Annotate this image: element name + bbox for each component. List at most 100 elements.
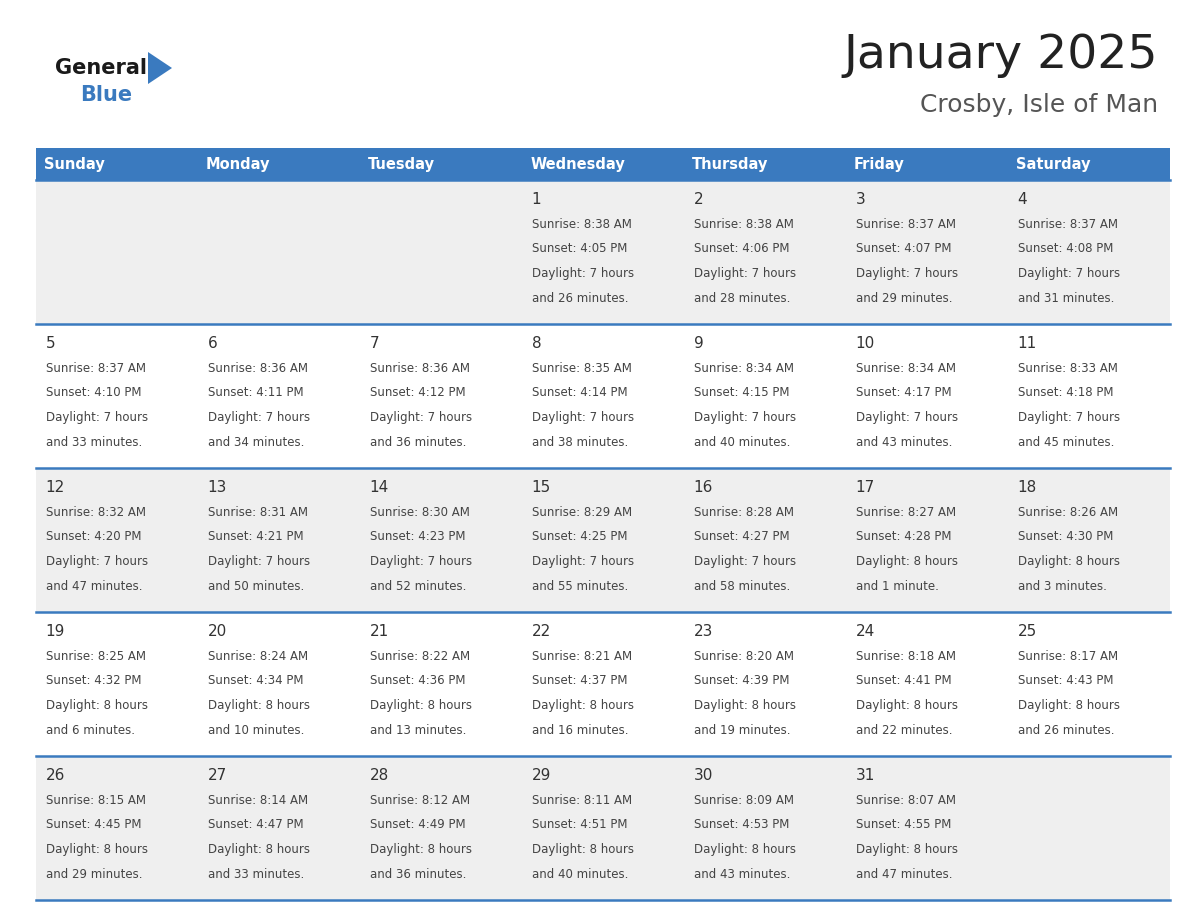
Text: and 43 minutes.: and 43 minutes. [855, 435, 952, 449]
Text: Daylight: 8 hours: Daylight: 8 hours [1018, 555, 1120, 568]
Text: Sunrise: 8:28 AM: Sunrise: 8:28 AM [694, 506, 794, 519]
Text: and 1 minute.: and 1 minute. [855, 579, 939, 592]
Text: Daylight: 8 hours: Daylight: 8 hours [855, 555, 958, 568]
Bar [36, 148, 198, 180]
Text: Sunrise: 8:32 AM: Sunrise: 8:32 AM [45, 506, 146, 519]
Text: Sunrise: 8:18 AM: Sunrise: 8:18 AM [855, 650, 955, 663]
Text: Sunrise: 8:12 AM: Sunrise: 8:12 AM [369, 794, 469, 807]
Text: Sunrise: 8:33 AM: Sunrise: 8:33 AM [1018, 362, 1118, 375]
Text: Daylight: 8 hours: Daylight: 8 hours [208, 843, 310, 856]
Text: and 22 minutes.: and 22 minutes. [855, 723, 953, 736]
Text: Sunrise: 8:20 AM: Sunrise: 8:20 AM [694, 650, 794, 663]
Bar [36, 612, 1170, 756]
Text: Sunset: 4:12 PM: Sunset: 4:12 PM [369, 386, 466, 399]
Text: Monday: Monday [206, 156, 271, 172]
Text: Daylight: 7 hours: Daylight: 7 hours [532, 555, 634, 568]
Text: 17: 17 [855, 480, 876, 495]
Text: Daylight: 7 hours: Daylight: 7 hours [694, 411, 796, 424]
Text: Tuesday: Tuesday [368, 156, 435, 172]
Text: Sunrise: 8:27 AM: Sunrise: 8:27 AM [855, 506, 956, 519]
Text: Sunrise: 8:15 AM: Sunrise: 8:15 AM [45, 794, 146, 807]
Text: Sunset: 4:05 PM: Sunset: 4:05 PM [532, 242, 627, 255]
Text: and 26 minutes.: and 26 minutes. [532, 292, 628, 305]
Text: 5: 5 [45, 336, 56, 352]
Text: and 36 minutes.: and 36 minutes. [369, 868, 466, 880]
Text: Sunset: 4:45 PM: Sunset: 4:45 PM [45, 819, 141, 832]
Text: Daylight: 7 hours: Daylight: 7 hours [855, 411, 958, 424]
Text: 2: 2 [694, 192, 703, 207]
Text: Sunrise: 8:14 AM: Sunrise: 8:14 AM [208, 794, 308, 807]
Text: 9: 9 [694, 336, 703, 352]
Text: Daylight: 8 hours: Daylight: 8 hours [369, 699, 472, 712]
Text: 10: 10 [855, 336, 876, 352]
Text: Sunset: 4:21 PM: Sunset: 4:21 PM [208, 531, 303, 543]
Text: Daylight: 8 hours: Daylight: 8 hours [694, 843, 796, 856]
Text: Sunrise: 8:26 AM: Sunrise: 8:26 AM [1018, 506, 1118, 519]
Text: Sunset: 4:17 PM: Sunset: 4:17 PM [855, 386, 952, 399]
Text: and 26 minutes.: and 26 minutes. [1018, 723, 1114, 736]
Bar [36, 756, 1170, 900]
Text: Daylight: 7 hours: Daylight: 7 hours [1018, 267, 1120, 280]
Text: and 31 minutes.: and 31 minutes. [1018, 292, 1114, 305]
Text: 8: 8 [532, 336, 542, 352]
Text: Sunset: 4:34 PM: Sunset: 4:34 PM [208, 675, 303, 688]
Text: Daylight: 8 hours: Daylight: 8 hours [1018, 699, 1120, 712]
Text: Sunset: 4:23 PM: Sunset: 4:23 PM [369, 531, 466, 543]
Text: Sunset: 4:36 PM: Sunset: 4:36 PM [369, 675, 466, 688]
Text: Thursday: Thursday [693, 156, 769, 172]
Text: and 50 minutes.: and 50 minutes. [208, 579, 304, 592]
Text: Sunrise: 8:34 AM: Sunrise: 8:34 AM [694, 362, 794, 375]
Text: Wednesday: Wednesday [530, 156, 625, 172]
Text: and 38 minutes.: and 38 minutes. [532, 435, 628, 449]
Text: and 40 minutes.: and 40 minutes. [694, 435, 790, 449]
Text: Sunrise: 8:35 AM: Sunrise: 8:35 AM [532, 362, 632, 375]
Text: 28: 28 [369, 768, 388, 783]
Text: 12: 12 [45, 480, 65, 495]
Text: 25: 25 [1018, 624, 1037, 639]
Text: 4: 4 [1018, 192, 1028, 207]
Text: and 3 minutes.: and 3 minutes. [1018, 579, 1106, 592]
Text: Daylight: 8 hours: Daylight: 8 hours [532, 843, 633, 856]
Text: Daylight: 8 hours: Daylight: 8 hours [45, 843, 147, 856]
Bar [846, 148, 1007, 180]
Text: Sunrise: 8:37 AM: Sunrise: 8:37 AM [1018, 218, 1118, 231]
Text: Daylight: 8 hours: Daylight: 8 hours [45, 699, 147, 712]
Text: Sunset: 4:49 PM: Sunset: 4:49 PM [369, 819, 466, 832]
Text: Sunset: 4:47 PM: Sunset: 4:47 PM [208, 819, 303, 832]
Text: Sunset: 4:53 PM: Sunset: 4:53 PM [694, 819, 789, 832]
Text: and 40 minutes.: and 40 minutes. [532, 868, 628, 880]
Text: Daylight: 7 hours: Daylight: 7 hours [1018, 411, 1120, 424]
Text: and 52 minutes.: and 52 minutes. [369, 579, 466, 592]
Text: 23: 23 [694, 624, 713, 639]
Text: General: General [55, 58, 147, 78]
Text: Daylight: 7 hours: Daylight: 7 hours [45, 555, 147, 568]
Text: and 34 minutes.: and 34 minutes. [208, 435, 304, 449]
Text: and 55 minutes.: and 55 minutes. [532, 579, 628, 592]
Text: Sunset: 4:20 PM: Sunset: 4:20 PM [45, 531, 141, 543]
Text: Saturday: Saturday [1016, 156, 1091, 172]
Text: Sunrise: 8:29 AM: Sunrise: 8:29 AM [532, 506, 632, 519]
Text: Sunset: 4:39 PM: Sunset: 4:39 PM [694, 675, 789, 688]
Bar [36, 468, 1170, 612]
Text: 19: 19 [45, 624, 65, 639]
Text: January 2025: January 2025 [843, 32, 1158, 77]
Text: 26: 26 [45, 768, 65, 783]
Bar [36, 324, 1170, 468]
Text: Sunrise: 8:34 AM: Sunrise: 8:34 AM [855, 362, 955, 375]
Text: and 47 minutes.: and 47 minutes. [45, 579, 143, 592]
Text: Sunset: 4:07 PM: Sunset: 4:07 PM [855, 242, 952, 255]
Text: and 10 minutes.: and 10 minutes. [208, 723, 304, 736]
Text: Daylight: 7 hours: Daylight: 7 hours [694, 555, 796, 568]
Text: Sunset: 4:30 PM: Sunset: 4:30 PM [1018, 531, 1113, 543]
Text: Sunrise: 8:11 AM: Sunrise: 8:11 AM [532, 794, 632, 807]
Text: Daylight: 7 hours: Daylight: 7 hours [369, 555, 472, 568]
Text: 30: 30 [694, 768, 713, 783]
Text: Sunset: 4:37 PM: Sunset: 4:37 PM [532, 675, 627, 688]
Text: Sunset: 4:55 PM: Sunset: 4:55 PM [855, 819, 952, 832]
Text: Daylight: 8 hours: Daylight: 8 hours [532, 699, 633, 712]
Text: Sunset: 4:41 PM: Sunset: 4:41 PM [855, 675, 952, 688]
Text: 11: 11 [1018, 336, 1037, 352]
Text: Daylight: 7 hours: Daylight: 7 hours [369, 411, 472, 424]
Text: 7: 7 [369, 336, 379, 352]
Polygon shape [148, 52, 172, 84]
